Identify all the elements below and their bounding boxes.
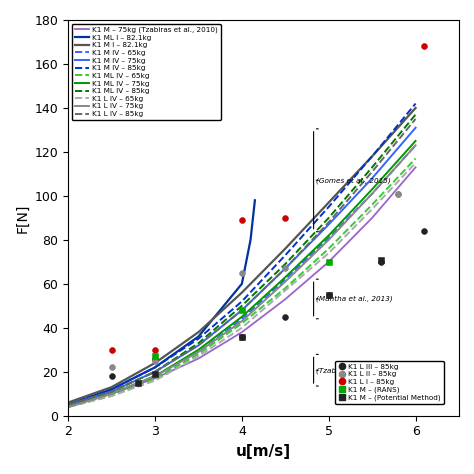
Point [325, 291, 332, 299]
Point [108, 346, 115, 354]
Point [377, 256, 384, 264]
Point [238, 269, 246, 277]
Point [151, 370, 159, 378]
Point [325, 258, 332, 265]
Y-axis label: F[N]: F[N] [15, 203, 29, 233]
Point [238, 306, 246, 314]
Point [420, 43, 428, 50]
Point [134, 379, 141, 386]
Point [394, 190, 402, 198]
Point [238, 216, 246, 224]
Point [238, 333, 246, 340]
Text: (Tzabiras et al.): (Tzabiras et al.) [316, 367, 373, 374]
Point [151, 357, 159, 365]
X-axis label: u[m/s]: u[m/s] [236, 444, 291, 459]
Point [238, 333, 246, 340]
Point [151, 355, 159, 362]
Point [282, 214, 289, 222]
Point [282, 264, 289, 272]
Point [377, 258, 384, 265]
Legend: K1 L III – 85kg, K1 L II – 85kg, K1 L I – 85kg, K1 M – (RANS), K1 M – (Potential: K1 L III – 85kg, K1 L II – 85kg, K1 L I … [335, 361, 444, 404]
Point [151, 353, 159, 360]
Point [151, 346, 159, 354]
Point [420, 227, 428, 235]
Point [108, 373, 115, 380]
Point [282, 313, 289, 320]
Point [325, 291, 332, 299]
Point [108, 364, 115, 371]
Text: (Gomes et al., 2015): (Gomes et al., 2015) [316, 177, 391, 183]
Point [394, 190, 402, 198]
Text: (Mantha et al., 2013): (Mantha et al., 2013) [316, 296, 393, 302]
